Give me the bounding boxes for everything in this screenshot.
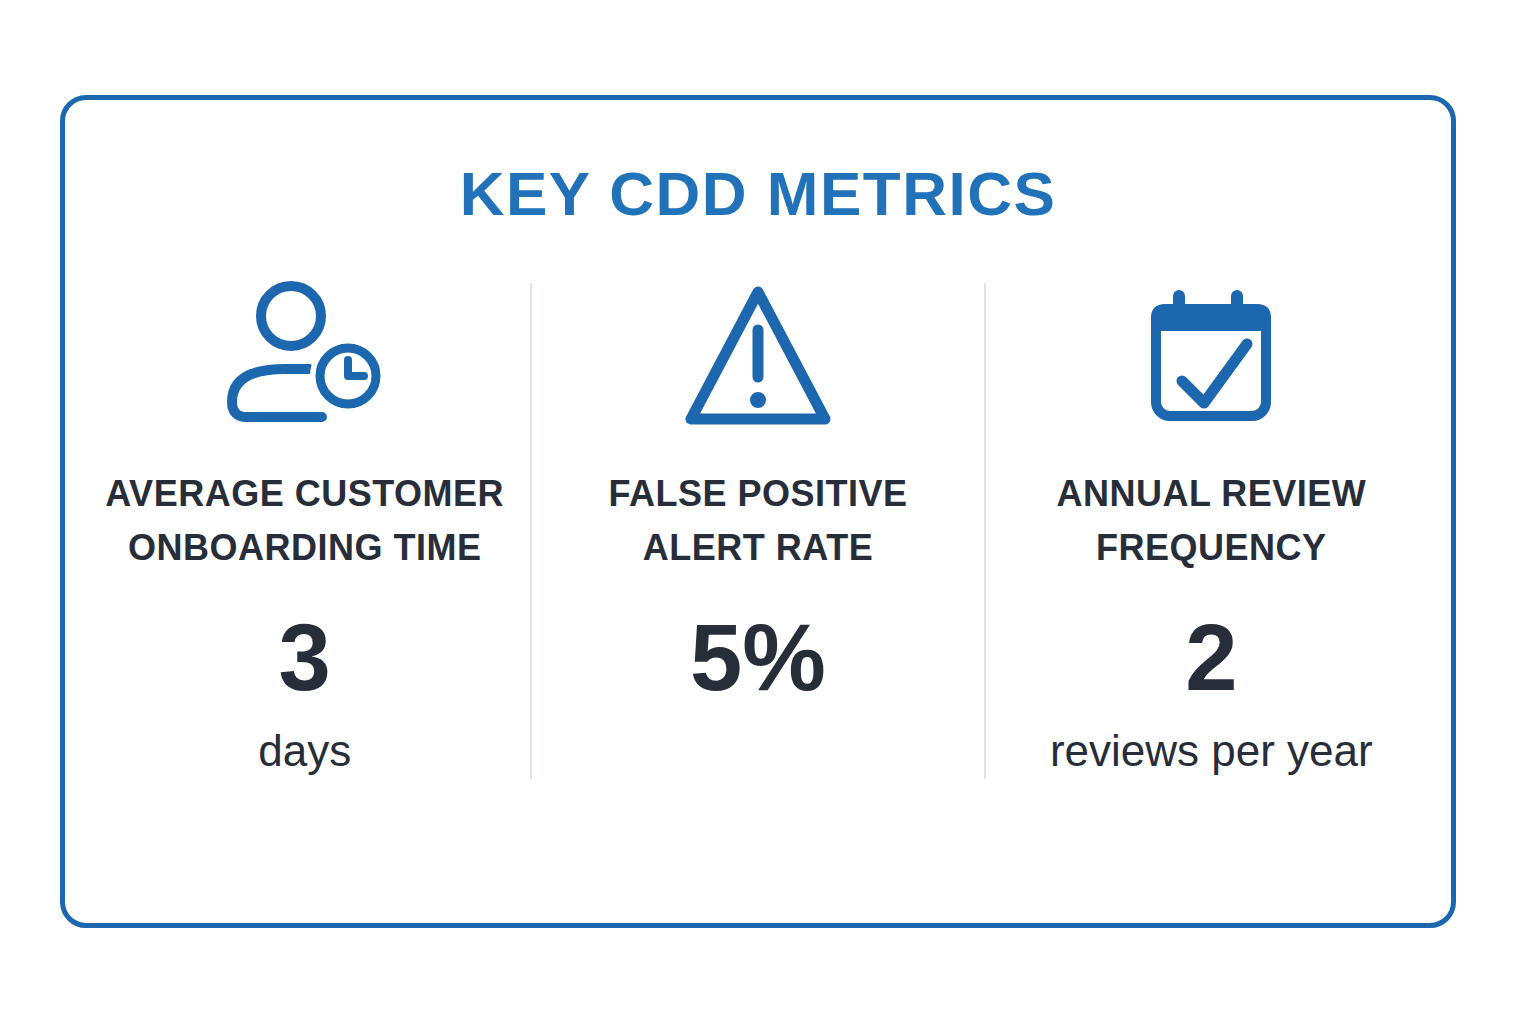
metric-label-line2: ALERT RATE bbox=[542, 521, 973, 575]
warning-triangle-icon bbox=[542, 277, 973, 435]
metric-annual-review: ANNUAL REVIEW FREQUENCY 2 reviews per ye… bbox=[986, 277, 1437, 778]
metric-label-line1: ANNUAL REVIEW bbox=[996, 467, 1427, 521]
metric-label-line2: ONBOARDING TIME bbox=[89, 521, 520, 575]
user-clock-icon bbox=[89, 277, 520, 435]
metric-unit bbox=[542, 726, 973, 778]
metrics-columns: AVERAGE CUSTOMER ONBOARDING TIME 3 days … bbox=[65, 277, 1451, 779]
metric-value: 5% bbox=[542, 609, 973, 708]
calendar-check-icon bbox=[996, 277, 1427, 435]
metric-label-line1: FALSE POSITIVE bbox=[542, 467, 973, 521]
metric-unit: reviews per year bbox=[996, 726, 1427, 778]
metric-label: AVERAGE CUSTOMER ONBOARDING TIME bbox=[89, 467, 520, 575]
metric-label: ANNUAL REVIEW FREQUENCY bbox=[996, 467, 1427, 575]
page-title: KEY CDD METRICS bbox=[65, 158, 1451, 229]
metric-unit: days bbox=[89, 726, 520, 778]
metric-label-line1: AVERAGE CUSTOMER bbox=[89, 467, 520, 521]
metric-label-line2: FREQUENCY bbox=[996, 521, 1427, 575]
metric-value: 2 bbox=[996, 609, 1427, 708]
metric-label: FALSE POSITIVE ALERT RATE bbox=[542, 467, 973, 575]
metric-false-positive-rate: FALSE POSITIVE ALERT RATE 5% bbox=[532, 277, 983, 778]
metrics-card: KEY CDD METRICS AVERAGE CUSTOMER ONBOARD… bbox=[60, 95, 1456, 928]
metric-value: 3 bbox=[89, 609, 520, 708]
metric-onboarding-time: AVERAGE CUSTOMER ONBOARDING TIME 3 days bbox=[79, 277, 530, 778]
